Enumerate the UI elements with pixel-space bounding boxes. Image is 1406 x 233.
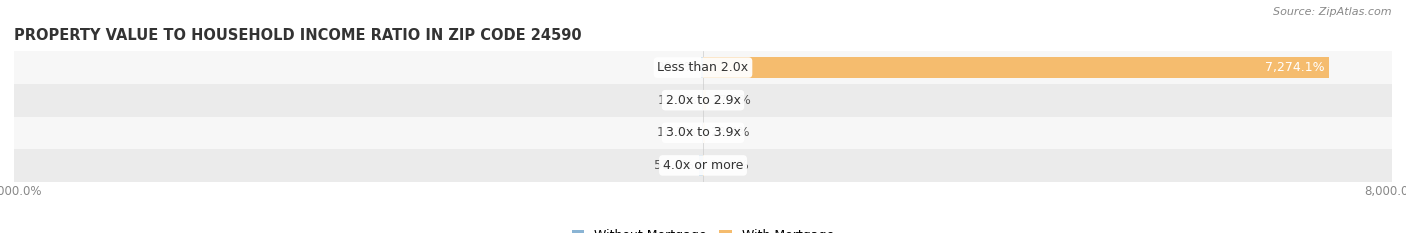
Text: 4.0x or more: 4.0x or more <box>662 159 744 172</box>
Text: 2.0x to 2.9x: 2.0x to 2.9x <box>665 94 741 107</box>
Text: 16.3%: 16.3% <box>657 126 696 139</box>
Text: 14.8%: 14.8% <box>710 159 749 172</box>
Bar <box>14 84 1392 116</box>
Text: 3.0x to 3.9x: 3.0x to 3.9x <box>665 126 741 139</box>
Text: PROPERTY VALUE TO HOUSEHOLD INCOME RATIO IN ZIP CODE 24590: PROPERTY VALUE TO HOUSEHOLD INCOME RATIO… <box>14 28 582 43</box>
Text: 7,274.1%: 7,274.1% <box>1264 61 1324 74</box>
Text: 23.4%: 23.4% <box>710 126 749 139</box>
Bar <box>702 58 703 78</box>
Text: 11.2%: 11.2% <box>657 94 697 107</box>
Legend: Without Mortgage, With Mortgage: Without Mortgage, With Mortgage <box>567 224 839 233</box>
Text: Source: ZipAtlas.com: Source: ZipAtlas.com <box>1274 7 1392 17</box>
Bar <box>14 149 1392 182</box>
Text: 51.6%: 51.6% <box>654 159 693 172</box>
Bar <box>703 123 704 143</box>
Text: 20.8%: 20.8% <box>657 61 696 74</box>
Text: 37.0%: 37.0% <box>711 94 751 107</box>
Bar <box>699 155 703 175</box>
Bar <box>703 90 706 110</box>
Text: Less than 2.0x: Less than 2.0x <box>658 61 748 74</box>
Bar <box>703 58 1330 78</box>
Bar <box>14 51 1392 84</box>
Bar <box>14 116 1392 149</box>
